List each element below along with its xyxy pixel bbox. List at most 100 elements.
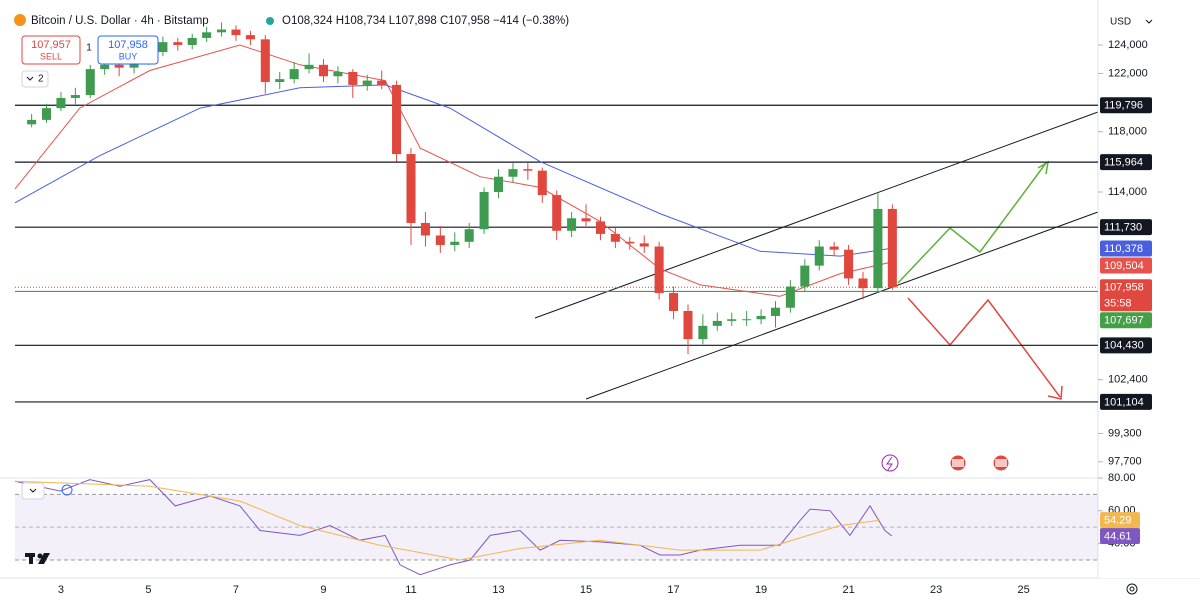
y-tick-label: 80.00 xyxy=(1108,472,1136,484)
y-tick-label: 114,000 xyxy=(1108,186,1147,198)
lightning xyxy=(886,456,893,471)
collapse-button[interactable] xyxy=(21,70,49,88)
candle-body xyxy=(392,84,402,155)
candle-body xyxy=(318,64,329,77)
price-marker-label: 115,964 xyxy=(1104,157,1143,169)
sell-price[interactable]: 107,957 xyxy=(31,39,71,51)
sync-icon[interactable] xyxy=(61,484,73,496)
buy-label[interactable]: BUY xyxy=(119,51,138,61)
x-tick-label: 9 xyxy=(320,584,326,596)
price-marker xyxy=(1100,393,1152,410)
candle-body xyxy=(770,307,781,316)
events xyxy=(881,454,1010,472)
candle-body xyxy=(814,246,824,266)
value-marker xyxy=(1100,528,1140,545)
buy-price[interactable]: 107,958 xyxy=(108,39,148,51)
candle-body xyxy=(289,69,299,80)
price-marker-label: 101,104 xyxy=(1104,396,1144,408)
y-tick-label: 102,400 xyxy=(1108,374,1148,386)
candle-body xyxy=(362,80,372,85)
chevron xyxy=(1145,19,1153,24)
price-marker xyxy=(1100,154,1152,171)
candle-body xyxy=(654,246,664,294)
x-tick-label: 13 xyxy=(492,584,504,596)
logo-part xyxy=(29,553,33,564)
value-marker-label: 44.61 xyxy=(1104,530,1132,542)
spread: 1 xyxy=(86,43,92,54)
candle-body xyxy=(187,37,197,45)
logo-part xyxy=(37,553,43,559)
series-line xyxy=(14,44,891,297)
candle-body xyxy=(377,80,387,85)
x-tick-label: 15 xyxy=(580,584,592,596)
price-marker-label: 119,796 xyxy=(1104,100,1143,112)
x-tick-label: 19 xyxy=(755,584,767,596)
settings-icon-core xyxy=(1129,586,1135,592)
flag xyxy=(952,459,964,467)
sell-label[interactable]: SELL xyxy=(40,51,62,61)
candle-body xyxy=(217,29,227,33)
candle-body xyxy=(173,42,183,45)
candle-body xyxy=(114,64,124,68)
candle-body xyxy=(829,246,839,250)
candle-body xyxy=(231,29,241,36)
ohlc-values: O108,324 H108,734 L107,898 C107,958 −414… xyxy=(282,15,569,27)
collapse-button[interactable] xyxy=(21,482,45,500)
series-line xyxy=(14,479,893,576)
candle-body xyxy=(727,319,737,321)
chevron xyxy=(26,76,34,81)
value-marker-label: 54.29 xyxy=(1104,515,1132,527)
candle-body xyxy=(858,278,868,289)
bullish-projection xyxy=(897,162,1047,284)
indicator-count[interactable]: 2 xyxy=(38,74,44,85)
candle-body xyxy=(625,241,635,244)
coin-icon xyxy=(14,14,26,26)
settings xyxy=(1126,583,1138,595)
rsi-controls xyxy=(21,482,73,500)
series-line xyxy=(14,84,891,257)
x-tick-label: 17 xyxy=(667,584,679,596)
price-marker-label: 111,730 xyxy=(1104,222,1142,234)
candle-body xyxy=(537,170,547,196)
currency[interactable]: USD xyxy=(1110,17,1131,28)
candle-body xyxy=(348,71,358,85)
candle-body xyxy=(552,195,562,231)
event-icon[interactable] xyxy=(881,454,899,472)
candle-body xyxy=(610,233,620,242)
settings-icon[interactable] xyxy=(1126,583,1138,595)
chevron xyxy=(29,488,37,493)
candle-body xyxy=(639,243,649,247)
symbol-title: Bitcoin / U.S. Dollar · 4h · Bitstamp xyxy=(31,15,209,27)
candle-body xyxy=(56,97,66,109)
arrow-head xyxy=(1047,385,1063,400)
candle-body xyxy=(756,315,766,320)
price-marker-label: 109,504 xyxy=(1104,260,1144,272)
plot xyxy=(14,22,1098,576)
x-tick-label: 11 xyxy=(405,584,416,596)
currency-button[interactable] xyxy=(1105,10,1161,32)
sell-button[interactable] xyxy=(21,35,81,65)
price-marker-label: 107,958 xyxy=(1104,282,1144,294)
bearish-projection xyxy=(907,297,1061,398)
price-marker xyxy=(1100,312,1152,329)
candle-body xyxy=(523,169,533,171)
candle-body xyxy=(698,325,708,340)
candle-body xyxy=(683,311,693,340)
channel-upper xyxy=(534,111,1099,319)
candle-body xyxy=(406,154,416,223)
candle-body xyxy=(202,32,212,38)
series-line xyxy=(14,480,881,561)
candle-body xyxy=(158,42,168,53)
candle-body xyxy=(493,176,504,193)
candle-body xyxy=(785,286,795,308)
price-marker-label: 107,697 xyxy=(1104,315,1144,327)
candle-body xyxy=(712,320,722,326)
candle-body xyxy=(100,64,110,70)
y-tick-label: 99,300 xyxy=(1108,427,1142,439)
buy-button[interactable] xyxy=(97,35,159,65)
x-tick-label: 25 xyxy=(1017,584,1029,596)
logo-part xyxy=(38,553,50,564)
candle-body xyxy=(304,64,314,70)
trend-drawings xyxy=(534,111,1099,400)
